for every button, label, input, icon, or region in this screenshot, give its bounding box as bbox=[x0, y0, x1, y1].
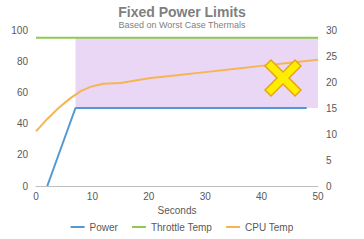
svg-text:Seconds: Seconds bbox=[158, 205, 197, 216]
svg-text:Fixed Power Limits: Fixed Power Limits bbox=[118, 4, 246, 20]
svg-text:10: 10 bbox=[326, 129, 338, 140]
svg-text:40: 40 bbox=[17, 118, 29, 129]
svg-text:80: 80 bbox=[17, 56, 29, 67]
svg-text:CPU Temp: CPU Temp bbox=[245, 222, 294, 233]
svg-text:0: 0 bbox=[326, 181, 332, 192]
svg-text:5: 5 bbox=[326, 155, 332, 166]
svg-text:25: 25 bbox=[326, 51, 338, 62]
svg-text:Based on Worst Case Thermals: Based on Worst Case Thermals bbox=[118, 20, 246, 30]
svg-text:20: 20 bbox=[17, 149, 29, 160]
svg-text:0: 0 bbox=[33, 191, 39, 202]
svg-text:60: 60 bbox=[17, 87, 29, 98]
svg-text:20: 20 bbox=[143, 191, 155, 202]
svg-text:0: 0 bbox=[22, 181, 28, 192]
svg-text:100: 100 bbox=[11, 25, 28, 36]
svg-text:40: 40 bbox=[256, 191, 268, 202]
svg-text:Throttle Temp: Throttle Temp bbox=[151, 222, 212, 233]
svg-text:20: 20 bbox=[326, 77, 338, 88]
svg-text:15: 15 bbox=[326, 103, 338, 114]
svg-text:50: 50 bbox=[312, 191, 324, 202]
svg-text:Power: Power bbox=[90, 222, 119, 233]
svg-text:10: 10 bbox=[87, 191, 99, 202]
svg-text:30: 30 bbox=[326, 25, 338, 36]
svg-text:30: 30 bbox=[200, 191, 212, 202]
